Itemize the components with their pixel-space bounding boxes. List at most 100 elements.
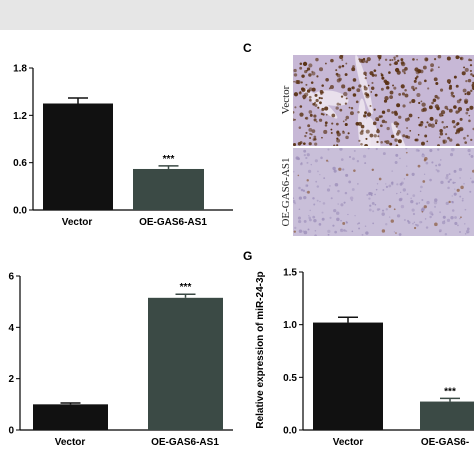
ihc-cell <box>421 153 424 156</box>
ihc-cell <box>332 224 335 227</box>
ihc-nucleus <box>308 63 313 68</box>
ihc-nucleus <box>416 58 418 61</box>
ihc-cell <box>343 201 346 204</box>
ihc-cell <box>308 216 311 220</box>
ihc-nucleus <box>426 140 429 143</box>
ihc-nucleus <box>378 59 381 61</box>
ihc-nucleus <box>293 68 297 73</box>
ihc-nucleus <box>456 99 461 104</box>
ihc-nucleus <box>369 105 372 107</box>
ihc-nucleus <box>319 101 322 105</box>
ihc-cell <box>416 224 419 227</box>
ihc-nucleus <box>380 87 384 91</box>
ihc-cell <box>300 188 304 192</box>
ihc-cell <box>358 222 361 225</box>
ihc-nucleus <box>405 151 408 154</box>
ihc-cell <box>353 149 356 152</box>
ihc-nucleus <box>313 118 317 122</box>
ihc-cell <box>371 201 375 205</box>
ihc-nucleus <box>412 58 415 61</box>
ihc-nucleus <box>342 222 346 225</box>
ihc-nucleus <box>447 136 450 140</box>
ihc-nucleus <box>464 141 468 144</box>
ihc-cell <box>395 153 399 157</box>
ihc-nucleus <box>381 229 386 233</box>
ihc-nucleus <box>353 169 356 172</box>
ihc-cell <box>343 229 346 232</box>
category-label: OE-GAS6-AS1 <box>139 217 207 228</box>
ihc-nucleus <box>293 80 295 83</box>
ihc-nucleus <box>293 143 297 146</box>
ihc-cell <box>368 192 372 196</box>
ihc-cell <box>368 208 372 212</box>
ihc-nucleus <box>298 126 302 129</box>
ihc-nucleus <box>424 125 428 129</box>
ihc-nucleus <box>365 137 368 140</box>
ihc-cell <box>393 231 396 233</box>
ihc-cell <box>357 183 359 185</box>
ihc-nucleus <box>321 136 323 139</box>
ihc-cell <box>411 172 415 176</box>
ihc-nucleus <box>323 129 328 134</box>
ihc-cell <box>351 230 354 233</box>
ihc-cell <box>464 208 467 211</box>
ihc-nucleus <box>294 106 297 109</box>
ihc-nucleus <box>386 108 391 113</box>
ihc-nucleus <box>335 106 339 110</box>
ihc-cell <box>420 208 425 212</box>
ihc-nucleus <box>364 111 367 115</box>
ihc-nucleus <box>369 71 374 76</box>
ihc-cell <box>424 218 427 220</box>
ihc-nucleus <box>446 56 451 61</box>
y-tick-label: 0.5 <box>283 373 297 384</box>
ihc-nucleus <box>339 103 342 106</box>
ihc-nucleus <box>423 205 427 209</box>
ihc-cell <box>394 161 398 164</box>
ihc-nucleus <box>463 98 469 104</box>
ihc-nucleus <box>319 89 324 94</box>
ihc-nucleus <box>308 142 312 146</box>
bar-chart-panel-g: 0.0 0.5 1.0 1.5 Vector *** OE-GAS6- Relative ex… <box>255 268 474 448</box>
ihc-nucleus <box>413 79 417 83</box>
ihc-nucleus <box>384 96 389 101</box>
ihc-cell <box>309 218 312 222</box>
ihc-nucleus <box>358 139 361 142</box>
ihc-cell <box>443 220 446 222</box>
ihc-cell <box>367 148 370 150</box>
ihc-cell <box>351 199 353 202</box>
ihc-cell <box>451 200 454 203</box>
ihc-cell <box>429 215 432 219</box>
ihc-nucleus <box>400 84 405 89</box>
ihc-nucleus <box>306 69 308 72</box>
ihc-cell <box>303 149 307 153</box>
ihc-nucleus <box>307 190 310 194</box>
ihc-nucleus <box>426 121 429 124</box>
ihc-nucleus <box>409 129 412 132</box>
ihc-nucleus <box>469 105 474 110</box>
ihc-nucleus <box>416 75 419 78</box>
ihc-nucleus <box>417 164 421 168</box>
ihc-nucleus <box>394 138 398 142</box>
ihc-cell <box>321 211 324 214</box>
ihc-nucleus <box>343 91 348 97</box>
ihc-cell <box>448 173 451 176</box>
ihc-nucleus <box>376 140 379 144</box>
ihc-nucleus <box>404 117 409 122</box>
ihc-cell <box>440 159 442 161</box>
ihc-cell <box>315 180 318 183</box>
ihc-nucleus <box>355 100 359 104</box>
ihc-cell <box>356 160 360 163</box>
ihc-nucleus <box>341 84 346 89</box>
ihc-cell <box>369 204 372 207</box>
ihc-cell <box>412 212 416 216</box>
ihc-cell <box>340 203 344 207</box>
ihc-cell <box>327 148 330 151</box>
ihc-nucleus <box>394 61 398 65</box>
ihc-nucleus <box>380 72 383 75</box>
ihc-nucleus <box>365 129 370 134</box>
ihc-nucleus <box>468 114 471 117</box>
ihc-nucleus <box>321 84 324 87</box>
bar-chart-top-left: 0.0 0.6 1.2 1.8 Vector *** OE-GAS6-AS1 <box>13 64 233 228</box>
ihc-nucleus <box>390 134 395 139</box>
ihc-nucleus <box>300 81 303 84</box>
